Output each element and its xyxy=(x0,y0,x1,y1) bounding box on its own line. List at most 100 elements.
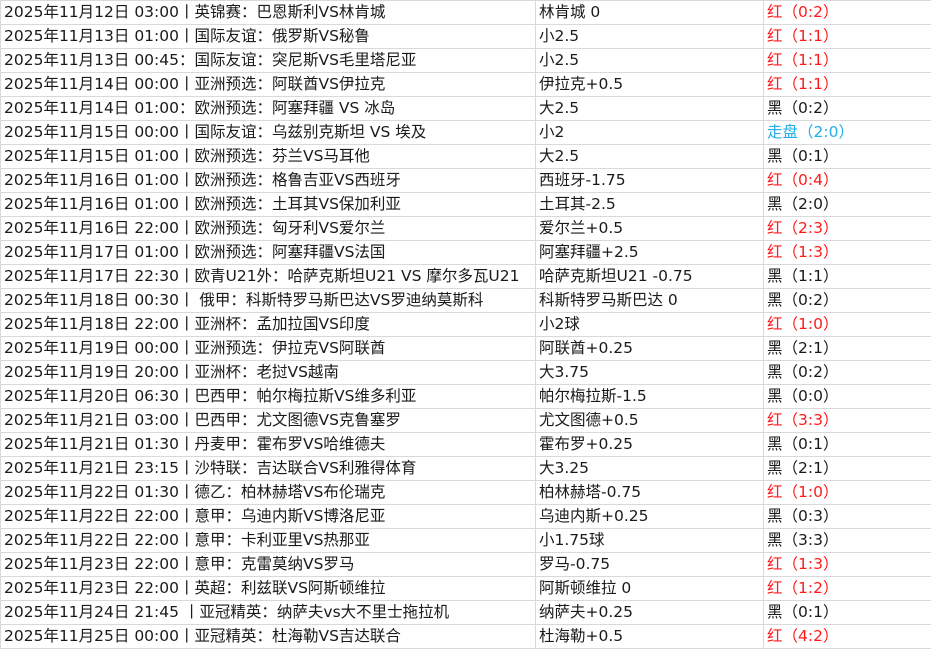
pick-cell[interactable]: 大2.5 xyxy=(535,96,764,121)
pick-cell[interactable]: 小2 xyxy=(535,120,764,145)
result-cell[interactable]: 红（1:1） xyxy=(763,72,931,97)
match-cell[interactable]: 2025年11月22日 22:00丨意甲：卡利亚里VS热那亚 xyxy=(0,528,536,553)
result-cell[interactable]: 黑（2:1） xyxy=(763,336,931,361)
pick-cell[interactable]: 西班牙-1.75 xyxy=(535,168,764,193)
match-cell[interactable]: 2025年11月18日 00:30丨 俄甲：科斯特罗马斯巴达VS罗迪纳莫斯科 xyxy=(0,288,536,313)
result-cell[interactable]: 黑（0:0） xyxy=(763,384,931,409)
result-cell[interactable]: 红（2:3） xyxy=(763,216,931,241)
match-cell[interactable]: 2025年11月18日 22:00丨亚洲杯：孟加拉国VS印度 xyxy=(0,312,536,337)
table-row: 2025年11月13日 00:45：国际友谊：突尼斯VS毛里塔尼亚 小2.5 红（1… xyxy=(0,48,931,73)
pick-cell[interactable]: 科斯特罗马斯巴达 0 xyxy=(535,288,764,313)
match-cell[interactable]: 2025年11月13日 01:00丨国际友谊：俄罗斯VS秘鲁 xyxy=(0,24,536,49)
result-cell[interactable]: 红（3:3） xyxy=(763,408,931,433)
table-row: 2025年11月17日 22:30丨欧青U21外：哈萨克斯坦U21 VS 摩尔多… xyxy=(0,264,931,289)
match-cell[interactable]: 2025年11月22日 01:30丨德乙：柏林赫塔VS布伦瑞克 xyxy=(0,480,536,505)
result-cell[interactable]: 红（1:3） xyxy=(763,240,931,265)
table-row: 2025年11月22日 01:30丨德乙：柏林赫塔VS布伦瑞克 柏林赫塔-0.75… xyxy=(0,480,931,505)
table-row: 2025年11月25日 00:00丨亚冠精英：杜海勒VS吉达联合 杜海勒+0.5 红… xyxy=(0,624,931,649)
pick-cell[interactable]: 阿斯顿维拉 0 xyxy=(535,576,764,601)
match-cell[interactable]: 2025年11月17日 22:30丨欧青U21外：哈萨克斯坦U21 VS 摩尔多… xyxy=(0,264,536,289)
match-cell[interactable]: 2025年11月22日 22:00丨意甲：乌迪内斯VS博洛尼亚 xyxy=(0,504,536,529)
match-cell[interactable]: 2025年11月15日 00:00丨国际友谊：乌兹别克斯坦 VS 埃及 xyxy=(0,120,536,145)
table-row: 2025年11月18日 00:30丨 俄甲：科斯特罗马斯巴达VS罗迪纳莫斯科 科斯… xyxy=(0,288,931,313)
result-cell[interactable]: 走盘（2:0） xyxy=(763,120,931,145)
pick-cell[interactable]: 大3.75 xyxy=(535,360,764,385)
pick-cell[interactable]: 伊拉克+0.5 xyxy=(535,72,764,97)
table-row: 2025年11月24日 21:45 丨亚冠精英：纳萨夫vs大不里士拖拉机 纳萨夫+… xyxy=(0,600,931,625)
result-cell[interactable]: 红（0:4） xyxy=(763,168,931,193)
table-row: 2025年11月20日 06:30丨巴西甲：帕尔梅拉斯VS维多利亚 帕尔梅拉斯-1… xyxy=(0,384,931,409)
result-cell[interactable]: 红（1:1） xyxy=(763,24,931,49)
result-cell[interactable]: 黑（0:3） xyxy=(763,504,931,529)
pick-cell[interactable]: 土耳其-2.5 xyxy=(535,192,764,217)
match-cell[interactable]: 2025年11月21日 03:00丨巴西甲：尤文图德VS克鲁塞罗 xyxy=(0,408,536,433)
table-row: 2025年11月15日 00:00丨国际友谊：乌兹别克斯坦 VS 埃及 小2 走盘（… xyxy=(0,120,931,145)
result-cell[interactable]: 黑（2:1） xyxy=(763,456,931,481)
result-cell[interactable]: 黑（0:2） xyxy=(763,360,931,385)
pick-cell[interactable]: 大2.5 xyxy=(535,144,764,169)
pick-cell[interactable]: 爱尔兰+0.5 xyxy=(535,216,764,241)
result-cell[interactable]: 红（1:0） xyxy=(763,312,931,337)
pick-cell[interactable]: 小2球 xyxy=(535,312,764,337)
result-cell[interactable]: 黑（0:2） xyxy=(763,96,931,121)
table-row: 2025年11月12日 03:00丨英锦赛：巴恩斯利VS林肯城 林肯城 0 红（0:… xyxy=(0,0,931,25)
table-row: 2025年11月13日 01:00丨国际友谊：俄罗斯VS秘鲁 小2.5 红（1:1） xyxy=(0,24,931,49)
table-row: 2025年11月19日 20:00丨亚洲杯：老挝VS越南 大3.75 黑（0:2） xyxy=(0,360,931,385)
match-cell[interactable]: 2025年11月13日 00:45：国际友谊：突尼斯VS毛里塔尼亚 xyxy=(0,48,536,73)
result-cell[interactable]: 黑（3:3） xyxy=(763,528,931,553)
result-cell[interactable]: 红（1:1） xyxy=(763,48,931,73)
pick-cell[interactable]: 阿联酋+0.25 xyxy=(535,336,764,361)
match-cell[interactable]: 2025年11月14日 01:00：欧洲预选：阿塞拜疆 VS 冰岛 xyxy=(0,96,536,121)
match-cell[interactable]: 2025年11月15日 01:00丨欧洲预选：芬兰VS马耳他 xyxy=(0,144,536,169)
result-cell[interactable]: 红（1:2） xyxy=(763,576,931,601)
table-row: 2025年11月22日 22:00丨意甲：卡利亚里VS热那亚 小1.75球 黑（3:… xyxy=(0,528,931,553)
match-cell[interactable]: 2025年11月24日 21:45 丨亚冠精英：纳萨夫vs大不里士拖拉机 xyxy=(0,600,536,625)
match-cell[interactable]: 2025年11月17日 01:00丨欧洲预选：阿塞拜疆VS法国 xyxy=(0,240,536,265)
match-cell[interactable]: 2025年11月23日 22:00丨意甲：克雷莫纳VS罗马 xyxy=(0,552,536,577)
pick-cell[interactable]: 小2.5 xyxy=(535,24,764,49)
match-cell[interactable]: 2025年11月21日 01:30丨丹麦甲：霍布罗VS哈维德夫 xyxy=(0,432,536,457)
match-cell[interactable]: 2025年11月12日 03:00丨英锦赛：巴恩斯利VS林肯城 xyxy=(0,0,536,25)
match-cell[interactable]: 2025年11月21日 23:15丨沙特联：吉达联合VS利雅得体育 xyxy=(0,456,536,481)
pick-cell[interactable]: 柏林赫塔-0.75 xyxy=(535,480,764,505)
table-row: 2025年11月19日 00:00丨亚洲预选：伊拉克VS阿联酋 阿联酋+0.25 黑… xyxy=(0,336,931,361)
pick-cell[interactable]: 帕尔梅拉斯-1.5 xyxy=(535,384,764,409)
match-cell[interactable]: 2025年11月23日 22:00丨英超：利兹联VS阿斯顿维拉 xyxy=(0,576,536,601)
table-row: 2025年11月21日 01:30丨丹麦甲：霍布罗VS哈维德夫 霍布罗+0.25 黑… xyxy=(0,432,931,457)
match-cell[interactable]: 2025年11月16日 22:00丨欧洲预选：匈牙利VS爱尔兰 xyxy=(0,216,536,241)
match-cell[interactable]: 2025年11月19日 00:00丨亚洲预选：伊拉克VS阿联酋 xyxy=(0,336,536,361)
result-cell[interactable]: 黑（0:2） xyxy=(763,288,931,313)
result-cell[interactable]: 红（1:3） xyxy=(763,552,931,577)
result-cell[interactable]: 红（1:0） xyxy=(763,480,931,505)
pick-cell[interactable]: 杜海勒+0.5 xyxy=(535,624,764,649)
match-cell[interactable]: 2025年11月16日 01:00丨欧洲预选：土耳其VS保加利亚 xyxy=(0,192,536,217)
result-cell[interactable]: 红（0:2） xyxy=(763,0,931,25)
pick-cell[interactable]: 林肯城 0 xyxy=(535,0,764,25)
pick-cell[interactable]: 哈萨克斯坦U21 -0.75 xyxy=(535,264,764,289)
match-cell[interactable]: 2025年11月19日 20:00丨亚洲杯：老挝VS越南 xyxy=(0,360,536,385)
pick-cell[interactable]: 尤文图德+0.5 xyxy=(535,408,764,433)
pick-cell[interactable]: 乌迪内斯+0.25 xyxy=(535,504,764,529)
match-cell[interactable]: 2025年11月25日 00:00丨亚冠精英：杜海勒VS吉达联合 xyxy=(0,624,536,649)
table-row: 2025年11月14日 01:00：欧洲预选：阿塞拜疆 VS 冰岛 大2.5 黑（0… xyxy=(0,96,931,121)
pick-cell[interactable]: 阿塞拜疆+2.5 xyxy=(535,240,764,265)
result-cell[interactable]: 红（4:2） xyxy=(763,624,931,649)
match-cell[interactable]: 2025年11月16日 01:00丨欧洲预选：格鲁吉亚VS西班牙 xyxy=(0,168,536,193)
result-cell[interactable]: 黑（0:1） xyxy=(763,432,931,457)
table-row: 2025年11月16日 22:00丨欧洲预选：匈牙利VS爱尔兰 爱尔兰+0.5 红（… xyxy=(0,216,931,241)
pick-cell[interactable]: 小2.5 xyxy=(535,48,764,73)
result-cell[interactable]: 黑（0:1） xyxy=(763,144,931,169)
match-cell[interactable]: 2025年11月20日 06:30丨巴西甲：帕尔梅拉斯VS维多利亚 xyxy=(0,384,536,409)
pick-cell[interactable]: 大3.25 xyxy=(535,456,764,481)
pick-cell[interactable]: 罗马-0.75 xyxy=(535,552,764,577)
match-cell[interactable]: 2025年11月14日 00:00丨亚洲预选：阿联酋VS伊拉克 xyxy=(0,72,536,97)
result-cell[interactable]: 黑（1:1） xyxy=(763,264,931,289)
pick-cell[interactable]: 霍布罗+0.25 xyxy=(535,432,764,457)
pick-cell[interactable]: 小1.75球 xyxy=(535,528,764,553)
table-row: 2025年11月14日 00:00丨亚洲预选：阿联酋VS伊拉克 伊拉克+0.5 红（… xyxy=(0,72,931,97)
pick-cell[interactable]: 纳萨夫+0.25 xyxy=(535,600,764,625)
result-cell[interactable]: 黑（0:1） xyxy=(763,600,931,625)
result-cell[interactable]: 黑（2:0） xyxy=(763,192,931,217)
